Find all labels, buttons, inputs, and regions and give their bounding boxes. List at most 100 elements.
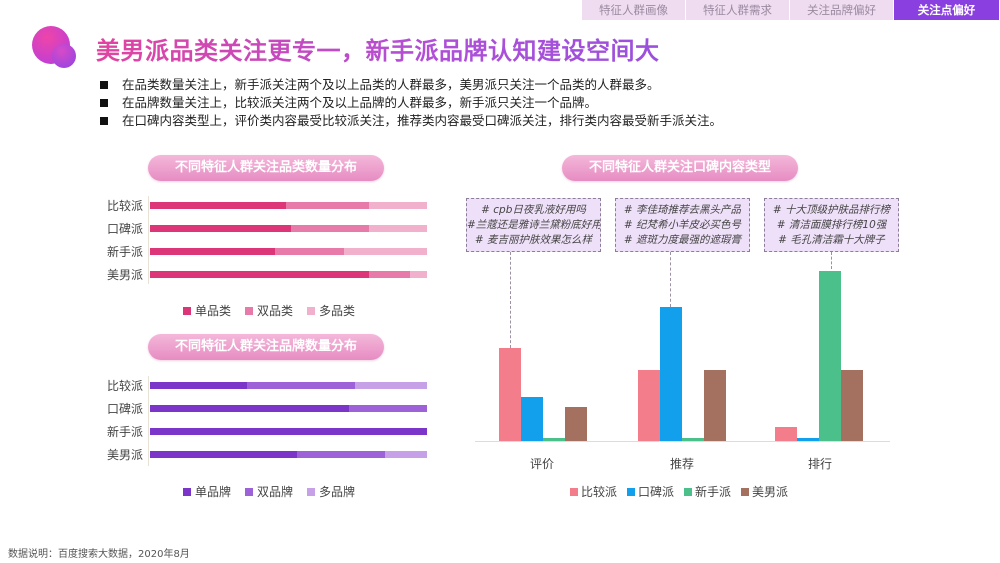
category-count-chart: 比较派口碑派新手派美男派 <box>95 196 430 286</box>
brand-count-legend: 单品牌 双品牌 多品牌 <box>183 483 355 500</box>
bar-segment <box>274 248 344 255</box>
column-bar <box>660 306 682 441</box>
legend-item: 新手派 <box>684 483 731 500</box>
legend-label: 口碑派 <box>638 485 675 499</box>
x-axis-line <box>475 441 890 442</box>
x-label-review: 评价 <box>529 457 554 471</box>
bar-segment <box>349 405 427 412</box>
tab-brand-preference[interactable]: 关注品牌偏好 <box>790 0 894 20</box>
stacked-bar <box>150 202 427 209</box>
stacked-bar <box>150 248 427 255</box>
bar-row: 比较派 <box>95 199 430 213</box>
bar-segment <box>285 202 369 209</box>
legend-swatch <box>741 487 750 496</box>
bar-segment <box>368 225 427 232</box>
bar-segment <box>150 271 369 278</box>
bar-row: 新手派 <box>95 245 430 259</box>
legend-item: 单品类 <box>183 302 231 319</box>
bar-segment <box>385 451 427 458</box>
bar-segment <box>150 202 286 209</box>
stacked-bar <box>150 225 427 232</box>
row-label: 比较派 <box>106 199 143 213</box>
callout-line: # 纪梵希小羊皮必买色号 <box>623 219 742 231</box>
bar-row: 比较派 <box>95 379 430 393</box>
legend-swatch <box>627 487 636 496</box>
data-source-note: 数据说明：百度搜索大数据，2020年8月 <box>8 549 190 560</box>
tab-persona-profile[interactable]: 特征人群画像 <box>582 0 686 20</box>
bar-segment <box>368 271 411 278</box>
bullet-item: 在品类数量关注上，新手派关注两个及以上品类的人群最多，美男派只关注一个品类的人群… <box>100 76 722 94</box>
column-bar <box>521 396 543 441</box>
legend-label: 双品类 <box>257 304 294 318</box>
callout-review-queries: # cpb日夜乳液好用吗 #兰蔻还是雅诗兰黛粉底好用 # 麦吉丽护肤效果怎么样 <box>466 198 601 252</box>
column-bar <box>682 437 704 441</box>
bar-segment <box>150 428 427 435</box>
row-label: 比较派 <box>106 379 143 393</box>
row-label: 口碑派 <box>106 222 143 236</box>
legend-swatch <box>245 306 254 315</box>
column-bar <box>565 407 587 441</box>
x-label-recommend: 推荐 <box>669 457 694 471</box>
legend-label: 新手派 <box>695 485 732 499</box>
bar-segment <box>354 382 427 389</box>
bar-row: 口碑派 <box>95 222 430 236</box>
legend-label: 多品牌 <box>319 485 356 499</box>
row-label: 口碑派 <box>106 402 143 416</box>
stacked-bar <box>150 451 427 458</box>
column-bar <box>775 427 797 441</box>
tab-focus-preference[interactable]: 关注点偏好 <box>894 0 1000 20</box>
tab-persona-needs[interactable]: 特征人群需求 <box>686 0 790 20</box>
callout-ranking-queries: # 十大顶级护肤品排行榜 # 清洁面膜排行榜10强 # 毛孔清洁霜十大牌子 <box>764 198 899 252</box>
bullet-item: 在口碑内容类型上，评价类内容最受比较派关注，推荐类内容最受口碑派关注，排行类内容… <box>100 112 722 130</box>
legend-item: 多品类 <box>307 302 355 319</box>
legend-item: 比较派 <box>570 483 617 500</box>
bar-segment <box>150 405 350 412</box>
legend-item: 单品牌 <box>183 483 231 500</box>
y-axis-line <box>148 196 149 284</box>
legend-label: 比较派 <box>581 485 618 499</box>
bar-segment <box>296 451 386 458</box>
callout-leader-line <box>831 252 832 269</box>
legend-swatch <box>183 487 191 496</box>
bar-segment <box>150 248 275 255</box>
bar-row: 新手派 <box>95 425 430 439</box>
row-label: 美男派 <box>106 268 143 282</box>
callout-line: # 毛孔清洁霜十大牌子 <box>778 234 885 246</box>
callout-leader-line <box>510 252 511 348</box>
content-type-column-chart <box>475 260 890 442</box>
bar-row: 口碑派 <box>95 402 430 416</box>
callout-line: # 李佳琦推荐去黑头产品 <box>623 204 742 216</box>
content-type-legend: 比较派 口碑派 新手派 美男派 <box>570 483 788 500</box>
bubble-logo-icon <box>32 26 78 70</box>
legend-swatch <box>183 306 191 315</box>
legend-item: 多品牌 <box>307 483 355 500</box>
bar-segment <box>410 271 427 278</box>
chart-title-content-type: 不同特征人群关注口碑内容类型 <box>562 155 798 181</box>
column-bar <box>797 437 819 441</box>
column-bar <box>638 369 660 441</box>
column-bar <box>499 347 521 441</box>
callout-line: # cpb日夜乳液好用吗 <box>481 204 586 216</box>
bar-segment <box>150 382 247 389</box>
callout-line: #兰蔻还是雅诗兰黛粉底好用 <box>467 219 601 231</box>
callout-line: # 麦吉丽护肤效果怎么样 <box>474 234 593 246</box>
legend-label: 美男派 <box>752 485 789 499</box>
legend-item: 双品类 <box>245 302 293 319</box>
column-bar <box>704 369 726 441</box>
legend-item: 口碑派 <box>627 483 674 500</box>
row-label: 美男派 <box>106 448 143 462</box>
row-label: 新手派 <box>106 425 143 439</box>
callout-line: # 清洁面膜排行榜10强 <box>776 219 887 231</box>
callout-leader-line <box>670 252 671 307</box>
legend-swatch <box>307 487 316 496</box>
bar-segment <box>343 248 427 255</box>
legend-swatch <box>570 487 578 496</box>
logo-circle-small <box>52 44 76 68</box>
legend-item: 双品牌 <box>245 483 293 500</box>
row-label: 新手派 <box>106 245 143 259</box>
category-count-legend: 单品类 双品类 多品类 <box>183 302 355 319</box>
chart-title-category-count: 不同特征人群关注品类数量分布 <box>148 155 384 181</box>
callout-recommend-queries: # 李佳琦推荐去黑头产品 # 纪梵希小羊皮必买色号 # 遮斑力度最强的遮瑕膏 <box>615 198 750 252</box>
legend-label: 双品牌 <box>257 485 294 499</box>
legend-swatch <box>245 487 254 496</box>
